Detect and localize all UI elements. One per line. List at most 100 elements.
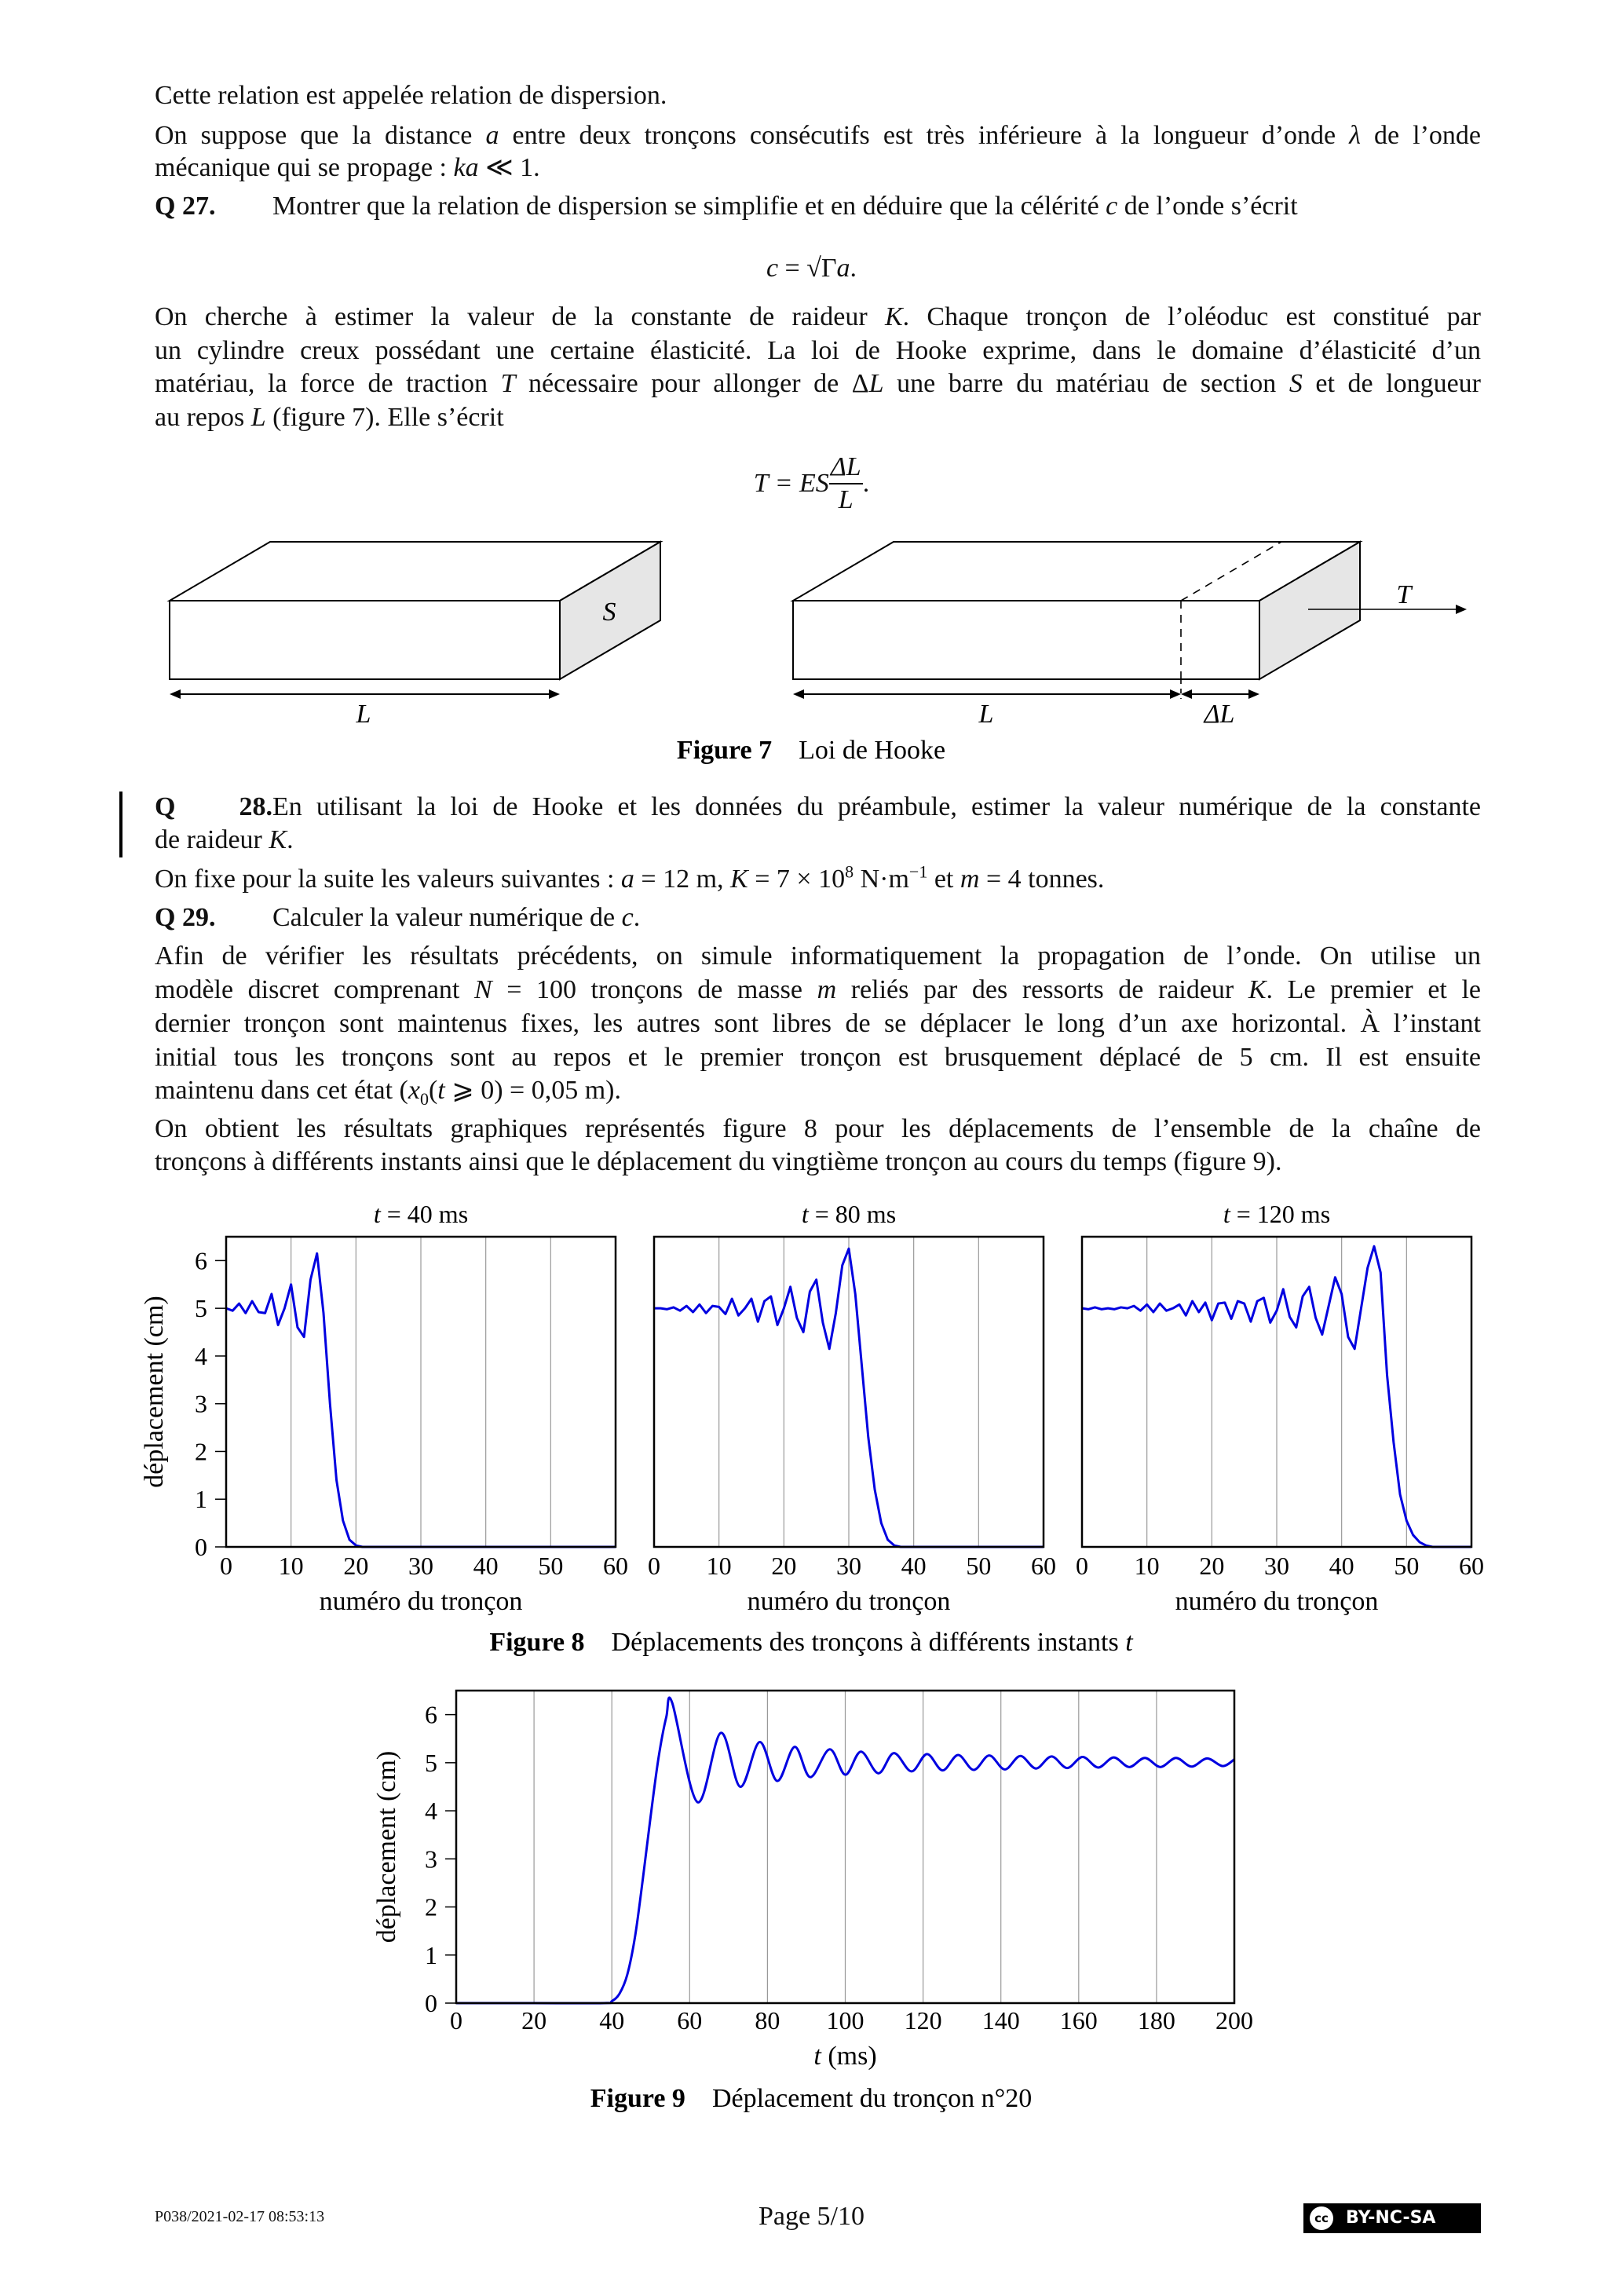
x-tick-label: 40 [901, 1552, 927, 1580]
question-28-line: de raideur K. [155, 825, 294, 854]
x-tick-label: 50 [1394, 1552, 1419, 1580]
x-axis-label: numéro du tronçon [1175, 1587, 1379, 1616]
figure-9-caption: Figure 9 Déplacement du tronçon n°20 [590, 2084, 1033, 2113]
x-tick-label: 20 [521, 2006, 546, 2035]
paragraph-line: mécanique qui se propage : ka ≪ 1. [155, 153, 540, 182]
x-tick-label: 20 [771, 1552, 796, 1580]
x-tick-label: 180 [1138, 2006, 1175, 2035]
y-tick-label: 5 [425, 1749, 437, 1777]
plot-frame [225, 1235, 617, 1548]
paragraph-line: On fixe pour la suite les valeurs suivan… [155, 861, 1105, 894]
dimension-arrow-L-left [170, 689, 560, 699]
x-tick-label: 10 [279, 1552, 304, 1580]
x-tick-label: 200 [1215, 2006, 1253, 2035]
x-tick-label: 40 [473, 1552, 499, 1580]
paragraph-line: au repos L (figure 7). Elle s’écrit [155, 403, 504, 432]
cc-license-label: BY-NC-SA [1346, 2208, 1436, 2228]
x-tick-label: 160 [1060, 2006, 1098, 2035]
chart-1: 0 10 20 30 40 50 60 0 1 2 3 4 5 6 t = 40 ms numéro du t… [140, 1200, 628, 1616]
x-tick-label: 100 [827, 2006, 865, 2035]
x-tick-label: 0 [220, 1552, 232, 1580]
label-L-left: L [356, 700, 371, 729]
x-tick-label: 40 [599, 2006, 624, 2035]
chart-title: t = 120 ms [1223, 1200, 1330, 1228]
paragraph-line: dernier tronçon sont maintenus fixes, le… [155, 1009, 1481, 1038]
paragraph-line: On cherche à estimer la valeur de la con… [155, 302, 1482, 331]
x-tick-label: 50 [966, 1552, 991, 1580]
label-T: T [1397, 580, 1413, 609]
y-tick-label: 0 [425, 1989, 437, 2017]
equation-hooke: T = ES ΔL L. [0, 452, 1623, 516]
paragraph-line: Afin de vérifier les résultats précédent… [155, 941, 1481, 971]
paragraph-line: matériau, la force de traction T nécessa… [155, 369, 1481, 398]
paragraph-line: modèle discret comprenant N = 100 tronço… [155, 975, 1481, 1004]
x-tick-label: 60 [603, 1552, 628, 1580]
chart-title: t = 80 ms [802, 1200, 896, 1228]
y-tick-label: 5 [195, 1294, 207, 1322]
x-axis-label: numéro du tronçon [748, 1587, 951, 1616]
y-tick-label: 4 [195, 1342, 207, 1370]
question-label: Q 28. [155, 792, 272, 821]
data-series-line [1081, 1245, 1471, 1548]
x-axis-label: t (ms) [813, 2042, 876, 2071]
paragraph-line: un cylindre creux possédant une certaine… [155, 336, 1481, 365]
data-series-line [225, 1252, 616, 1548]
label-L-right: L [978, 700, 994, 729]
y-tick-label: 1 [195, 1485, 207, 1513]
cc-license-badge: cc BY-NC-SA [1303, 2203, 1481, 2233]
chart-2: 0 10 20 30 40 50 60 t = 80 ms numéro du tronçon [648, 1200, 1056, 1616]
change-bar [119, 792, 122, 857]
x-tick-label: 140 [982, 2006, 1020, 2035]
x-tick-label: 80 [755, 2006, 780, 2035]
eq-end: . [862, 469, 870, 498]
x-tick-label: 60 [1031, 1552, 1056, 1580]
x-tick-label: 0 [1076, 1552, 1088, 1580]
y-tick-label: 2 [195, 1437, 207, 1465]
figure-7-caption: Figure 7 Loi de Hooke [677, 736, 945, 765]
chart-4: 0 20 40 60 80 100 120 140 160 180 200 0 1 2 3 4 5 6 t (ms)… [372, 1689, 1253, 2071]
x-tick-label: 60 [677, 2006, 702, 2035]
y-axis-label: déplacement (cm) [372, 1751, 401, 1943]
bar-left-front-face [169, 600, 561, 680]
x-tick-label: 30 [408, 1552, 433, 1580]
equation-celerity: c = √Γa. [766, 254, 857, 283]
dimension-arrow-delta-L [1181, 689, 1259, 699]
question-29-line: Q 29. Calculer la valeur numérique de c. [155, 901, 1481, 934]
chart-title: t = 40 ms [374, 1200, 468, 1228]
figure-8-caption: Figure 8 Déplacements des tronçons à diff… [489, 1628, 1134, 1657]
question-label: Q 29. [155, 903, 216, 932]
y-tick-label: 0 [195, 1533, 207, 1561]
paragraph-line: initial tous les tronçons sont au repos … [155, 1043, 1481, 1072]
x-tick-label: 120 [905, 2006, 942, 2035]
x-tick-label: 10 [707, 1552, 732, 1580]
y-tick-label: 3 [425, 1844, 437, 1873]
x-tick-label: 20 [1199, 1552, 1224, 1580]
paragraph-line: maintenu dans cet état (x0(t ⩾ 0) = 0,05… [155, 1076, 622, 1109]
eq-lhs: T = ES [753, 469, 829, 498]
plot-frame [652, 1235, 1045, 1548]
force-arrow-T [1308, 605, 1467, 614]
y-tick-label: 1 [425, 1941, 437, 1969]
chart-3: 0 10 20 30 40 50 60 t = 120 ms numéro du tronçon [1076, 1200, 1484, 1616]
x-tick-label: 0 [450, 2006, 462, 2035]
y-tick-label: 4 [425, 1797, 437, 1825]
eq-den: L [838, 485, 854, 514]
paragraph-line: tronçons à différents instants ainsi que… [155, 1147, 1282, 1176]
footer-reference: P038/2021-02-17 08:53:13 [155, 2208, 325, 2225]
paragraph-line: Cette relation est appelée relation de d… [155, 81, 667, 110]
elongation-dashed-top [1180, 541, 1282, 601]
x-tick-label: 40 [1329, 1552, 1354, 1580]
page-number: Page 5/10 [758, 2202, 865, 2231]
x-tick-label: 50 [538, 1552, 563, 1580]
x-tick-label: 30 [1264, 1552, 1289, 1580]
x-tick-label: 0 [648, 1552, 660, 1580]
question-28-line: Q 28.En utilisant la loi de Hooke et les… [155, 791, 1481, 824]
x-tick-label: 20 [343, 1552, 368, 1580]
label-delta-L: ΔL [1203, 700, 1235, 729]
y-tick-label: 6 [425, 1701, 437, 1729]
y-tick-label: 2 [425, 1893, 437, 1921]
y-tick-label: 3 [195, 1390, 207, 1418]
paragraph-line: On obtient les résultats graphiques repr… [155, 1114, 1481, 1143]
question-27-line: Q 27. Montrer que la relation de dispersi… [155, 190, 1481, 223]
